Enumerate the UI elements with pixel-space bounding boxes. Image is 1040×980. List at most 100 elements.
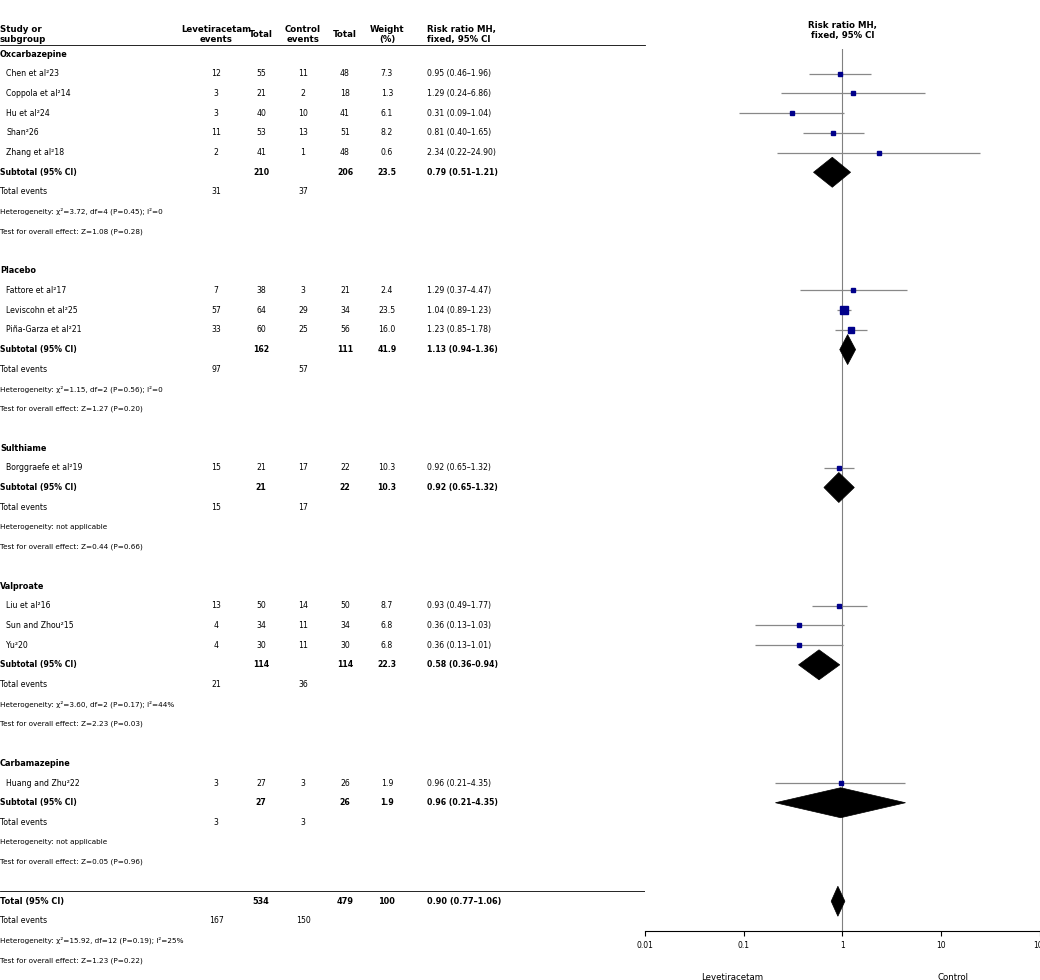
Text: 40: 40 bbox=[256, 109, 266, 118]
Text: Test for overall effect: Z=1.08 (P=0.28): Test for overall effect: Z=1.08 (P=0.28) bbox=[0, 228, 142, 234]
Text: 41: 41 bbox=[256, 148, 266, 157]
Text: 167: 167 bbox=[209, 916, 224, 925]
Text: 21: 21 bbox=[340, 286, 349, 295]
Text: 4: 4 bbox=[213, 641, 218, 650]
Text: 2: 2 bbox=[301, 89, 306, 98]
Text: 114: 114 bbox=[337, 661, 354, 669]
Text: Test for overall effect: Z=0.05 (P=0.96): Test for overall effect: Z=0.05 (P=0.96) bbox=[0, 858, 142, 865]
Text: 25: 25 bbox=[298, 325, 308, 334]
Text: Hu et al²24: Hu et al²24 bbox=[6, 109, 50, 118]
Text: Shan²26: Shan²26 bbox=[6, 128, 40, 137]
Text: 3: 3 bbox=[301, 818, 306, 827]
Text: 22.3: 22.3 bbox=[378, 661, 396, 669]
Text: Heterogeneity: χ²=1.15, df=2 (P=0.56); I²=0: Heterogeneity: χ²=1.15, df=2 (P=0.56); I… bbox=[0, 385, 162, 393]
Text: 7.3: 7.3 bbox=[381, 70, 393, 78]
Text: Test for overall effect: Z=1.27 (P=0.20): Test for overall effect: Z=1.27 (P=0.20) bbox=[0, 406, 142, 412]
Text: 0.36 (0.13–1.01): 0.36 (0.13–1.01) bbox=[426, 641, 491, 650]
Text: 479: 479 bbox=[337, 897, 354, 906]
Text: Piña-Garza et al²21: Piña-Garza et al²21 bbox=[6, 325, 82, 334]
Text: 6.8: 6.8 bbox=[381, 621, 393, 630]
Text: 30: 30 bbox=[256, 641, 266, 650]
Text: 22: 22 bbox=[340, 483, 350, 492]
Text: 57: 57 bbox=[211, 306, 220, 315]
Text: 11: 11 bbox=[298, 641, 308, 650]
Text: 53: 53 bbox=[256, 128, 266, 137]
Polygon shape bbox=[799, 650, 839, 680]
Text: 23.5: 23.5 bbox=[379, 306, 395, 315]
Text: 34: 34 bbox=[340, 621, 349, 630]
Text: 48: 48 bbox=[340, 148, 349, 157]
Text: Leviscohn et al²25: Leviscohn et al²25 bbox=[6, 306, 78, 315]
Text: 17: 17 bbox=[298, 503, 308, 512]
Text: 60: 60 bbox=[256, 325, 266, 334]
Text: 1.29 (0.24–6.86): 1.29 (0.24–6.86) bbox=[426, 89, 491, 98]
Text: 12: 12 bbox=[211, 70, 220, 78]
Text: 162: 162 bbox=[253, 345, 269, 354]
Text: 1: 1 bbox=[301, 148, 306, 157]
Text: 21: 21 bbox=[256, 464, 266, 472]
Text: 37: 37 bbox=[298, 187, 308, 196]
Text: 55: 55 bbox=[256, 70, 266, 78]
Text: 57: 57 bbox=[298, 365, 308, 373]
Text: 210: 210 bbox=[253, 168, 269, 176]
Text: 11: 11 bbox=[211, 128, 222, 137]
Text: Coppola et al²14: Coppola et al²14 bbox=[6, 89, 71, 98]
Text: 48: 48 bbox=[340, 70, 349, 78]
Text: Heterogeneity: χ²=15.92, df=12 (P=0.19); I²=25%: Heterogeneity: χ²=15.92, df=12 (P=0.19);… bbox=[0, 937, 183, 945]
Text: Chen et al²23: Chen et al²23 bbox=[6, 70, 59, 78]
Text: Test for overall effect: Z=2.23 (P=0.03): Test for overall effect: Z=2.23 (P=0.03) bbox=[0, 720, 142, 727]
Text: 114: 114 bbox=[253, 661, 269, 669]
Text: Subtotal (95% CI): Subtotal (95% CI) bbox=[0, 661, 77, 669]
Text: Sulthiame: Sulthiame bbox=[0, 444, 47, 453]
Text: Heterogeneity: χ²=3.72, df=4 (P=0.45); I²=0: Heterogeneity: χ²=3.72, df=4 (P=0.45); I… bbox=[0, 208, 162, 216]
Text: Subtotal (95% CI): Subtotal (95% CI) bbox=[0, 345, 77, 354]
Text: 15: 15 bbox=[211, 503, 220, 512]
Text: 111: 111 bbox=[337, 345, 353, 354]
Text: Study or
subgroup: Study or subgroup bbox=[0, 24, 47, 44]
Text: Heterogeneity: not applicable: Heterogeneity: not applicable bbox=[0, 839, 107, 845]
Text: 14: 14 bbox=[298, 601, 308, 611]
Text: 6.1: 6.1 bbox=[381, 109, 393, 118]
Text: Total events: Total events bbox=[0, 503, 47, 512]
Text: 21: 21 bbox=[256, 483, 266, 492]
Text: 13: 13 bbox=[211, 601, 220, 611]
Text: Subtotal (95% CI): Subtotal (95% CI) bbox=[0, 799, 77, 808]
Text: 0.92 (0.65–1.32): 0.92 (0.65–1.32) bbox=[426, 464, 491, 472]
Text: Huang and Zhu²22: Huang and Zhu²22 bbox=[6, 778, 80, 788]
Text: 4: 4 bbox=[213, 621, 218, 630]
Text: 27: 27 bbox=[256, 778, 266, 788]
Text: 3: 3 bbox=[213, 89, 218, 98]
Text: 100: 100 bbox=[379, 897, 395, 906]
Text: 50: 50 bbox=[256, 601, 266, 611]
Text: Risk ratio MH,
fixed, 95% CI: Risk ratio MH, fixed, 95% CI bbox=[808, 21, 877, 40]
Text: 10.3: 10.3 bbox=[379, 464, 395, 472]
Text: 3: 3 bbox=[213, 778, 218, 788]
Text: Subtotal (95% CI): Subtotal (95% CI) bbox=[0, 483, 77, 492]
Text: Control: Control bbox=[937, 972, 968, 980]
Text: 0.95 (0.46–1.96): 0.95 (0.46–1.96) bbox=[426, 70, 491, 78]
Text: 1.3: 1.3 bbox=[381, 89, 393, 98]
Text: Weight
(%): Weight (%) bbox=[369, 24, 405, 44]
Text: Subtotal (95% CI): Subtotal (95% CI) bbox=[0, 168, 77, 176]
Text: 8.7: 8.7 bbox=[381, 601, 393, 611]
Text: 1.9: 1.9 bbox=[381, 778, 393, 788]
Text: Total events: Total events bbox=[0, 916, 47, 925]
Text: Zhang et al²18: Zhang et al²18 bbox=[6, 148, 64, 157]
Text: 16.0: 16.0 bbox=[379, 325, 395, 334]
Text: 7: 7 bbox=[213, 286, 218, 295]
Text: 29: 29 bbox=[298, 306, 308, 315]
Text: Total events: Total events bbox=[0, 365, 47, 373]
Text: 11: 11 bbox=[298, 621, 308, 630]
Text: Total: Total bbox=[250, 29, 274, 39]
Text: 534: 534 bbox=[253, 897, 269, 906]
Text: Total (95% CI): Total (95% CI) bbox=[0, 897, 64, 906]
Text: 18: 18 bbox=[340, 89, 349, 98]
Text: Levetiracetam
events: Levetiracetam events bbox=[181, 24, 251, 44]
Text: 0.90 (0.77–1.06): 0.90 (0.77–1.06) bbox=[426, 897, 501, 906]
Text: 64: 64 bbox=[256, 306, 266, 315]
Text: Yu²20: Yu²20 bbox=[6, 641, 28, 650]
Text: Risk ratio MH,
fixed, 95% CI: Risk ratio MH, fixed, 95% CI bbox=[426, 24, 496, 44]
Polygon shape bbox=[831, 886, 844, 916]
Text: 1.04 (0.89–1.23): 1.04 (0.89–1.23) bbox=[426, 306, 491, 315]
Text: 13: 13 bbox=[298, 128, 308, 137]
